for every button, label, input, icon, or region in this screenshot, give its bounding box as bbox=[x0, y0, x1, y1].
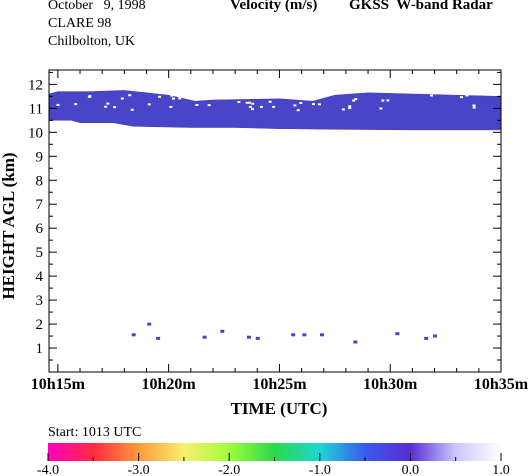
echo-gap-speck bbox=[472, 104, 476, 107]
y-tick-label: 4 bbox=[36, 269, 44, 285]
instrument-label: GKSS W-band Radar bbox=[349, 0, 493, 13]
echo-gap-speck bbox=[245, 101, 249, 104]
echo-gap-speck bbox=[158, 95, 162, 98]
echo-gap-speck bbox=[170, 94, 174, 97]
site-label: Chilbolton, UK bbox=[48, 34, 136, 49]
echo-gap-speck bbox=[268, 100, 272, 103]
echo-gap-speck bbox=[195, 104, 199, 106]
echo-gap-speck bbox=[130, 108, 134, 111]
y-tick-label: 3 bbox=[36, 293, 44, 309]
echo-gap-speck bbox=[104, 105, 108, 108]
echo-gap-speck bbox=[386, 99, 390, 102]
echo-gap-speck bbox=[178, 97, 182, 100]
echo-gap-speck bbox=[318, 103, 321, 106]
cloud-echo-layer bbox=[48, 90, 502, 131]
echo-gap-speck bbox=[348, 107, 352, 110]
echo-gap-speck bbox=[381, 99, 385, 102]
low-echo-point bbox=[433, 334, 437, 338]
echo-gap-speck bbox=[207, 104, 211, 107]
plot-frame bbox=[48, 69, 502, 373]
echo-gap-speck bbox=[354, 98, 358, 101]
low-echo-point bbox=[220, 329, 225, 333]
y-tick-label: 8 bbox=[36, 173, 44, 189]
echo-gap-speck bbox=[465, 94, 469, 97]
x-tick-label: 10h25m bbox=[252, 376, 307, 393]
echo-gap-speck bbox=[299, 102, 303, 104]
echo-gap-speck bbox=[246, 96, 249, 99]
velocity-colorbar bbox=[48, 443, 501, 461]
echo-layer bbox=[48, 90, 502, 131]
start-time-label: Start: 1013 UTC bbox=[48, 425, 142, 440]
x-axis-label: TIME (UTC) bbox=[231, 399, 328, 418]
y-tick-label: 6 bbox=[36, 221, 44, 237]
echo-gap-speck bbox=[74, 103, 78, 106]
echo-gap-speck bbox=[113, 106, 117, 109]
x-tick-label: 10h15m bbox=[31, 376, 86, 393]
echo-gap-speck bbox=[106, 102, 110, 105]
echo-gap-speck bbox=[251, 108, 254, 111]
low-echo-point bbox=[156, 336, 161, 340]
echo-gap-speck bbox=[237, 101, 241, 103]
echo-gap-speck bbox=[272, 105, 276, 108]
echo-gap-speck bbox=[169, 105, 173, 108]
date-label: October 9, 1998 bbox=[48, 0, 146, 13]
echo-gap-speck bbox=[348, 105, 352, 108]
low-echo-layer bbox=[131, 322, 437, 344]
low-echo-point bbox=[255, 336, 260, 340]
echo-gap-speck bbox=[247, 101, 251, 104]
y-tick-label: 10 bbox=[28, 125, 43, 141]
echo-gap-speck bbox=[248, 105, 252, 108]
x-axis: 10h15m 10h20m 10h25m 10h30m 10h35m bbox=[31, 70, 529, 393]
echo-gap-speck bbox=[312, 103, 315, 106]
y-tick-label: 5 bbox=[36, 245, 44, 261]
y-axis-label: HEIGHT AGL (km) bbox=[0, 152, 18, 299]
x-tick-label: 10h35m bbox=[474, 376, 529, 393]
y-tick-label: 12 bbox=[28, 77, 43, 93]
low-echo-point bbox=[291, 333, 296, 337]
echo-gap-speck bbox=[259, 105, 263, 108]
echo-gap-speck bbox=[88, 95, 92, 98]
low-echo-point bbox=[424, 336, 429, 340]
echo-gap-speck bbox=[352, 99, 356, 102]
echo-gap-speck bbox=[128, 94, 132, 97]
low-echo-point bbox=[246, 335, 251, 339]
low-echo-point bbox=[320, 333, 324, 337]
echo-gap-speck bbox=[430, 94, 433, 97]
y-tick-label: 2 bbox=[36, 317, 44, 333]
echo-gap-speck bbox=[379, 107, 383, 110]
low-echo-point bbox=[395, 332, 400, 336]
echo-gap-speck bbox=[460, 96, 463, 99]
x-tick-label: 10h30m bbox=[363, 376, 418, 393]
echo-gap-speck bbox=[472, 106, 476, 109]
echo-gap-speck bbox=[147, 103, 151, 106]
echo-gap-speck bbox=[293, 104, 297, 107]
low-echo-point bbox=[131, 333, 136, 337]
echo-gap-speck bbox=[120, 97, 124, 100]
chart-title: Velocity (m/s) bbox=[230, 0, 318, 13]
y-tick-label: 9 bbox=[36, 149, 44, 165]
echo-gap-speck bbox=[296, 109, 300, 112]
echo-gap-speck bbox=[56, 103, 60, 106]
echo-gap-speck bbox=[251, 102, 255, 105]
low-echo-point bbox=[302, 333, 307, 337]
echo-gap-speck bbox=[172, 97, 175, 100]
low-echo-point bbox=[353, 340, 358, 344]
low-echo-point bbox=[202, 335, 207, 339]
y-tick-label: 1 bbox=[36, 341, 44, 357]
y-tick-label: 11 bbox=[29, 101, 43, 117]
campaign-label: CLARE 98 bbox=[48, 16, 112, 31]
y-tick-label: 7 bbox=[36, 197, 44, 213]
low-echo-point bbox=[147, 322, 152, 326]
echo-gap-speck bbox=[341, 108, 345, 111]
x-tick-label: 10h20m bbox=[142, 376, 197, 393]
